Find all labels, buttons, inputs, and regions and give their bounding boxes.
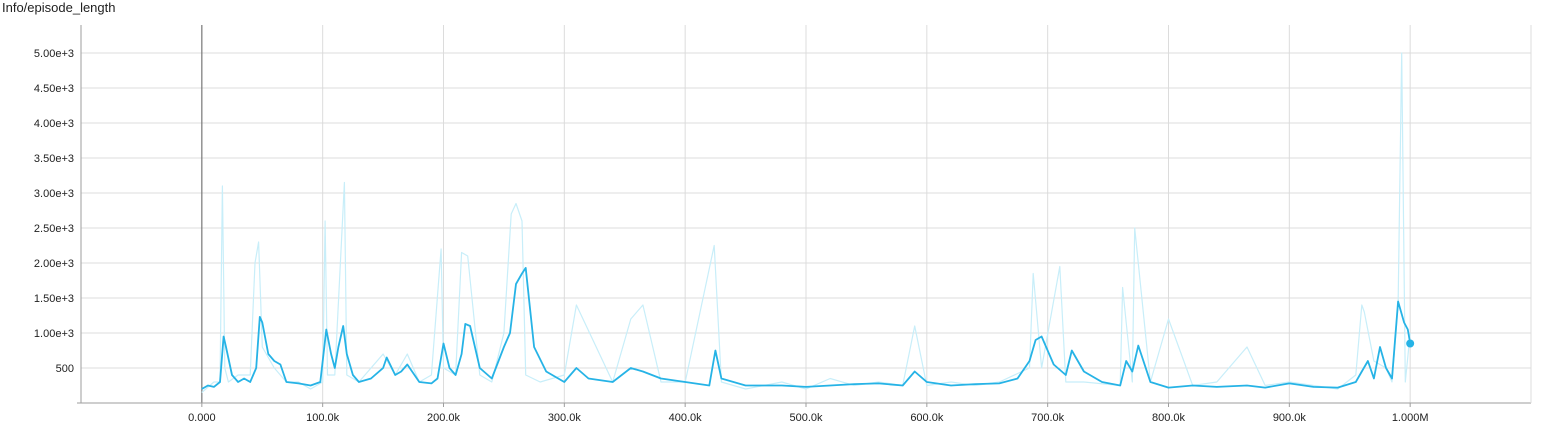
y-tick-label: 3.00e+3 (34, 188, 74, 200)
y-tick-label: 2.50e+3 (34, 223, 74, 235)
axis-layer (77, 25, 1532, 407)
y-tick-label: 2.00e+3 (34, 258, 74, 270)
last-point-marker (1406, 339, 1415, 348)
grid-layer (81, 25, 1531, 403)
y-tick-label: 1.00e+3 (34, 328, 74, 340)
x-tick-label: 900.0k (1273, 412, 1307, 424)
y-tick-label: 500 (56, 363, 74, 375)
smoothed-series-layer (201, 266, 1415, 390)
raw-series-layer (201, 52, 1411, 393)
x-tick-label: 500.0k (789, 412, 823, 424)
x-tick-label: 400.0k (669, 412, 703, 424)
x-tick-label: 100.0k (306, 412, 340, 424)
y-tick-label: 3.50e+3 (34, 153, 74, 165)
x-tick-label: 200.0k (427, 412, 461, 424)
smoothed-series-line (201, 266, 1412, 390)
chart-title: Info/episode_length (2, 0, 116, 15)
x-tick-label: 300.0k (548, 412, 582, 424)
y-tick-label: 5.00e+3 (34, 48, 74, 60)
x-tick-label: 600.0k (910, 412, 944, 424)
y-tick-label: 1.50e+3 (34, 293, 74, 305)
y-tick-label: 4.50e+3 (34, 83, 74, 95)
tick-label-layer: 500 1.00e+3 1.50e+3 2.00e+3 2.50e+3 3.00e+3 3.… (34, 48, 1429, 424)
x-tick-label: 0.000 (188, 412, 216, 424)
y-tick-label: 4.00e+3 (34, 118, 74, 130)
x-tick-label: 700.0k (1031, 412, 1065, 424)
x-tick-label: 1.000M (1392, 412, 1429, 424)
raw-series-line (201, 52, 1411, 393)
x-tick-label: 800.0k (1152, 412, 1186, 424)
